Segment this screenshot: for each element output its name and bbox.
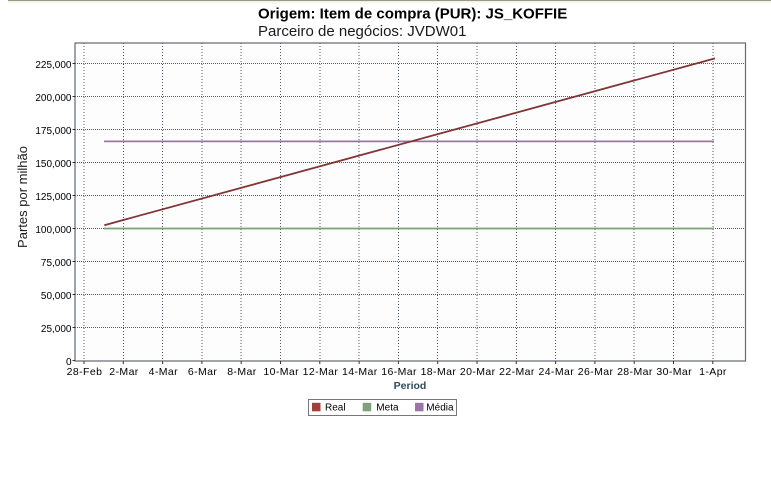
svg-text:30-Mar: 30-Mar [656, 366, 692, 378]
svg-text:0: 0 [66, 357, 72, 368]
svg-text:175,000: 175,000 [35, 126, 72, 137]
svg-text:Partes por milhão: Partes por milhão [15, 146, 30, 248]
svg-text:Origem: Item de compra (PUR):: Origem: Item de compra (PUR): JS_KOFFIE [258, 6, 567, 23]
svg-text:25,000: 25,000 [41, 324, 72, 335]
svg-text:Parceiro de negócios: JVDW01: Parceiro de negócios: JVDW01 [258, 23, 466, 40]
svg-text:22-Mar: 22-Mar [499, 366, 535, 378]
svg-text:200,000: 200,000 [35, 93, 72, 104]
svg-text:16-Mar: 16-Mar [381, 366, 417, 378]
svg-text:125,000: 125,000 [35, 192, 72, 203]
svg-text:18-Mar: 18-Mar [421, 366, 457, 378]
svg-text:2-Mar: 2-Mar [109, 366, 139, 378]
svg-text:Média: Média [426, 403, 454, 414]
svg-text:6-Mar: 6-Mar [188, 366, 218, 378]
svg-text:Period: Period [394, 380, 427, 392]
svg-text:28-Mar: 28-Mar [617, 366, 653, 378]
svg-text:100,000: 100,000 [35, 225, 72, 236]
svg-text:20-Mar: 20-Mar [460, 366, 496, 378]
svg-text:Meta: Meta [376, 403, 399, 414]
svg-text:1-Apr: 1-Apr [699, 366, 727, 378]
svg-text:8-Mar: 8-Mar [227, 366, 257, 378]
svg-text:Real: Real [325, 403, 346, 414]
svg-text:28-Feb: 28-Feb [67, 366, 103, 378]
svg-text:50,000: 50,000 [41, 291, 72, 302]
svg-text:14-Mar: 14-Mar [342, 366, 378, 378]
svg-text:75,000: 75,000 [41, 258, 72, 269]
svg-text:10-Mar: 10-Mar [263, 366, 299, 378]
svg-text:26-Mar: 26-Mar [578, 366, 614, 378]
svg-text:24-Mar: 24-Mar [538, 366, 574, 378]
svg-text:12-Mar: 12-Mar [303, 366, 339, 378]
svg-text:225,000: 225,000 [35, 60, 72, 71]
svg-text:4-Mar: 4-Mar [149, 366, 179, 378]
svg-text:150,000: 150,000 [35, 159, 72, 170]
